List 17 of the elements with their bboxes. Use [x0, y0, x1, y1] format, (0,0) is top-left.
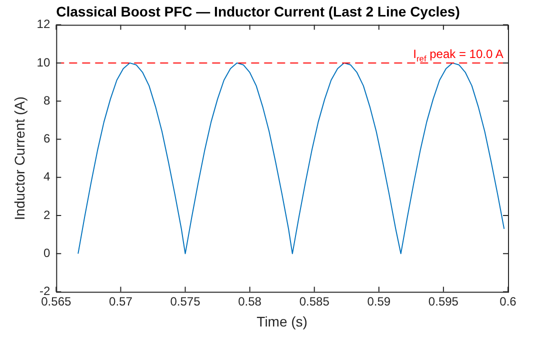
y-tick-label: 2 [43, 208, 50, 222]
x-axis-title: Time (s) [256, 313, 308, 330]
x-tick-label: 0.575 [170, 294, 201, 308]
x-tick-label: 0.595 [428, 294, 459, 308]
x-tick-label: 0.59 [367, 294, 391, 308]
y-tick-label: 12 [36, 17, 50, 32]
y-tick-label: 8 [43, 93, 50, 108]
x-tick-label: 0.57 [109, 294, 133, 308]
y-axis-title: Inductor Current (A) [11, 96, 28, 220]
x-tick-label: 0.6 [500, 294, 517, 308]
x-tick-label: 0.585 [299, 294, 330, 308]
y-tick-label: 6 [43, 132, 50, 146]
y-tick-label: 0 [43, 246, 50, 260]
y-tick-label: 10 [36, 55, 50, 70]
chart-title: Classical Boost PFC — Inductor Current (Last 2 Line Cycles) [56, 3, 460, 20]
x-tick-label: 0.58 [238, 294, 262, 308]
y-tick-label: 4 [43, 170, 50, 184]
